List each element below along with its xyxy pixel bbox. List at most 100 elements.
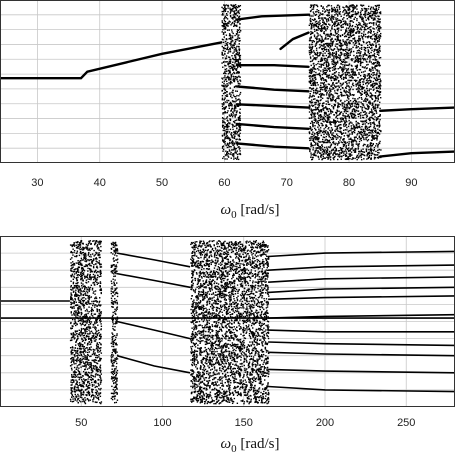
chaos-point <box>330 150 333 152</box>
chaos-point <box>323 150 326 152</box>
chaos-point <box>235 8 238 11</box>
chaos-point <box>88 287 91 289</box>
chaos-point <box>370 152 372 155</box>
chaos-point <box>334 10 337 12</box>
chaos-point <box>227 63 229 65</box>
chaos-point <box>333 9 335 11</box>
chaos-point <box>80 263 83 265</box>
chaos-point <box>348 15 351 17</box>
chaos-point <box>236 30 238 33</box>
chaos-point <box>308 69 311 71</box>
chaos-point <box>361 81 364 83</box>
chaos-point <box>223 80 226 82</box>
chaos-point <box>335 63 337 66</box>
chaos-point <box>358 43 360 45</box>
chaos-point <box>346 55 348 57</box>
chaos-point <box>323 43 325 46</box>
chaos-point <box>318 93 321 96</box>
chaos-point <box>82 267 84 270</box>
chaos-point <box>83 321 85 323</box>
chaos-point <box>373 38 376 40</box>
chaos-point <box>232 10 234 12</box>
chaos-point <box>226 91 228 93</box>
chaos-point <box>86 344 89 346</box>
chaos-point <box>72 376 74 378</box>
chaos-point <box>331 76 333 79</box>
chaos-point <box>358 32 360 34</box>
chaos-point <box>363 78 365 80</box>
chaos-point <box>359 52 361 54</box>
chaos-point <box>224 40 227 43</box>
chaos-point <box>328 113 331 115</box>
chaos-point <box>348 63 351 65</box>
chaos-point <box>344 117 346 119</box>
chaos-point <box>321 76 324 79</box>
chaos-point <box>224 68 227 71</box>
chaos-point <box>83 383 85 385</box>
chaos-point <box>359 137 362 140</box>
chaos-point <box>341 69 343 71</box>
chaos-point <box>88 302 90 304</box>
chaos-point <box>340 136 342 138</box>
chaos-point <box>341 151 344 153</box>
chaos-point <box>327 77 330 79</box>
chaos-point <box>371 49 373 52</box>
chaos-point <box>327 128 329 130</box>
chaos-point <box>81 268 83 270</box>
chaos-point <box>100 352 103 354</box>
chaos-point <box>338 19 341 21</box>
chaos-point <box>344 21 346 23</box>
chaos-point <box>79 315 81 318</box>
chaos-point <box>73 268 75 271</box>
chaos-point <box>227 49 230 51</box>
chaos-point <box>90 242 92 245</box>
chaos-point <box>352 97 354 100</box>
chaos-point <box>335 101 337 103</box>
chaos-point <box>224 101 227 103</box>
chaos-point <box>367 108 369 111</box>
chaos-point <box>354 65 357 67</box>
chaos-point <box>84 277 86 279</box>
chaos-point <box>322 131 325 133</box>
chaos-point <box>326 92 328 94</box>
chaos-point <box>355 74 357 76</box>
chaos-point <box>369 144 372 146</box>
chaos-point <box>93 249 95 252</box>
chaos-point <box>369 111 371 113</box>
chaos-point <box>364 16 367 19</box>
chaos-point <box>369 129 371 132</box>
chaos-point <box>239 83 241 85</box>
chaos-point <box>367 156 370 158</box>
chaos-point <box>332 141 335 144</box>
chaos-point <box>360 25 363 27</box>
chaos-point <box>367 94 370 97</box>
chaos-point <box>230 65 232 68</box>
chaos-point <box>325 65 328 68</box>
chaos-point <box>358 37 360 40</box>
chaos-point <box>84 356 86 359</box>
chaos-point <box>333 77 335 80</box>
chaos-point <box>308 50 311 52</box>
chaos-point <box>73 363 75 365</box>
chaos-point <box>357 84 359 86</box>
chaos-point <box>94 359 96 361</box>
chaos-point <box>231 39 233 42</box>
chaos-point <box>339 128 341 130</box>
chaos-point <box>86 310 89 312</box>
chaos-point <box>310 139 312 141</box>
chaos-point <box>378 11 381 14</box>
chaos-point <box>309 100 311 103</box>
chaos-point <box>379 12 382 15</box>
chaos-point <box>342 143 345 146</box>
chaos-point <box>360 35 363 37</box>
chaos-point <box>337 88 339 90</box>
chaos-point <box>321 26 323 29</box>
chaos-point <box>318 151 320 153</box>
chaos-point <box>71 382 73 384</box>
chaos-point <box>97 382 99 385</box>
chaos-point <box>370 154 373 157</box>
chaos-point <box>325 106 327 108</box>
chaos-point <box>313 28 316 31</box>
chaos-point <box>340 149 342 151</box>
chaos-point <box>364 15 366 17</box>
